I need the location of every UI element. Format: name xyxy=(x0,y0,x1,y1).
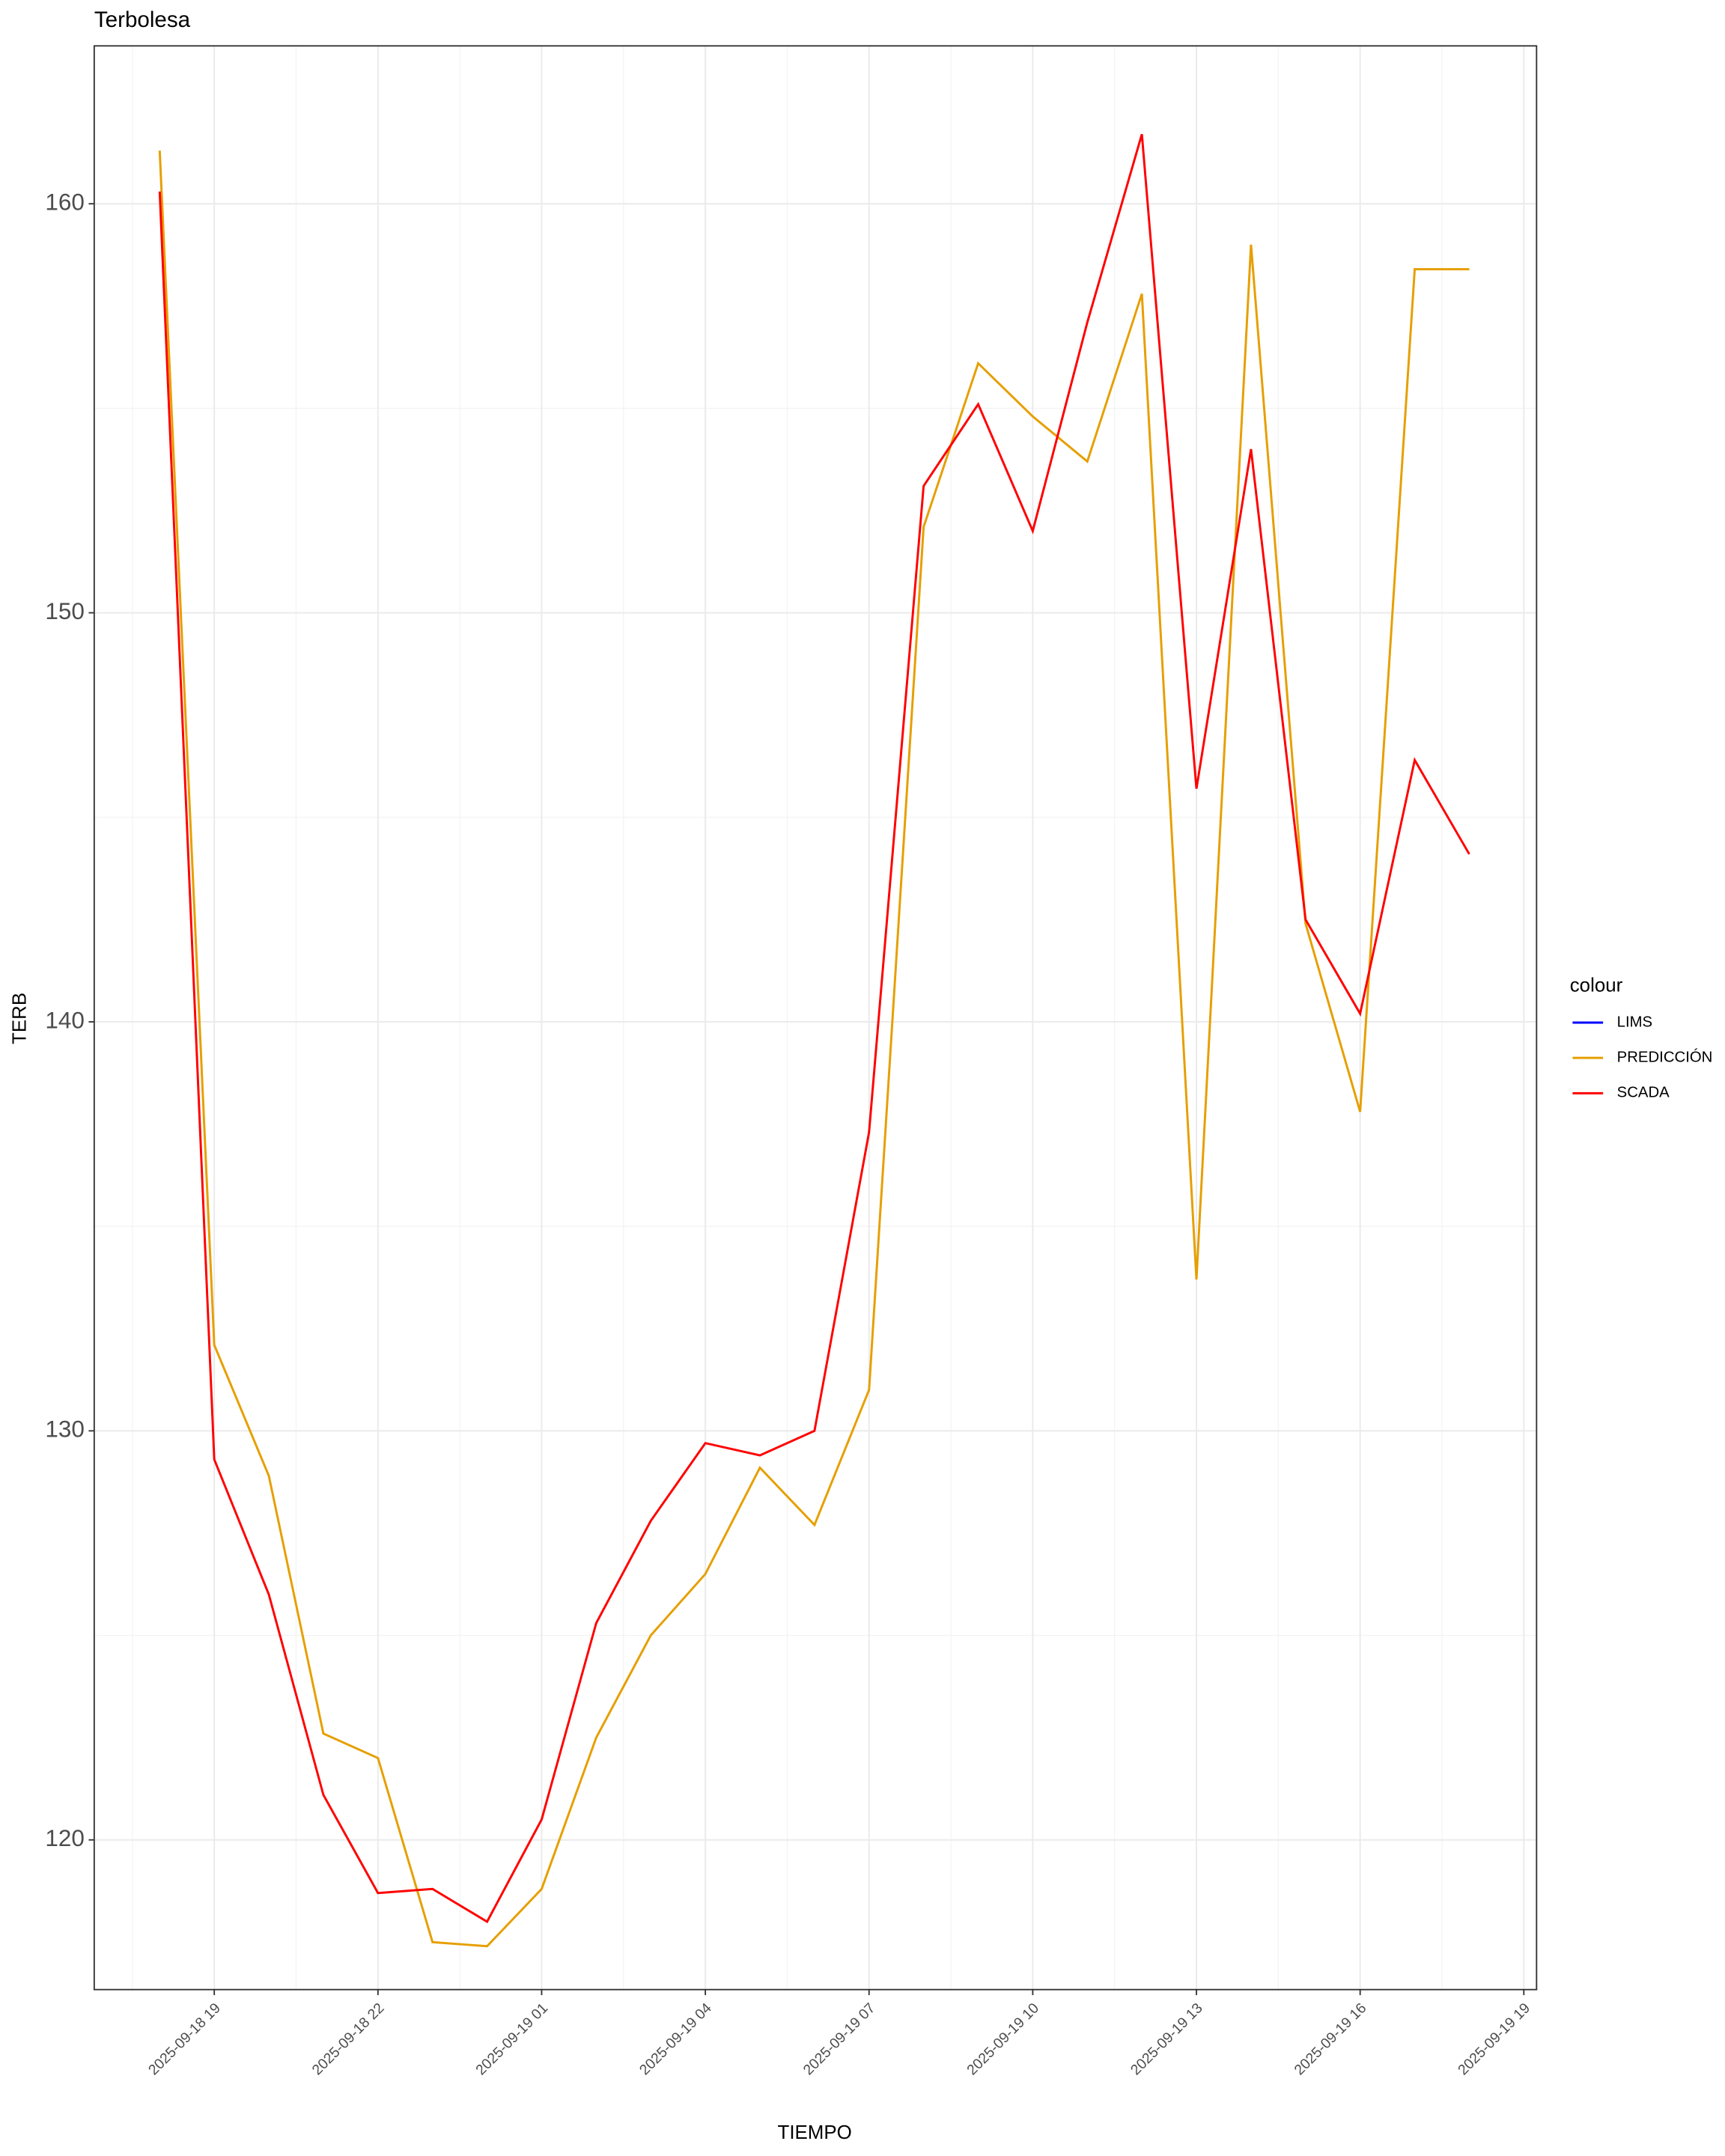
y-tick-label: 140 xyxy=(45,1007,84,1033)
series-line xyxy=(158,150,1470,1948)
x-tick-label: 2025-09-19 16 xyxy=(1291,2000,1369,2079)
y-tick-label: 120 xyxy=(45,1825,84,1851)
x-tick-label: 2025-09-19 04 xyxy=(636,2000,715,2078)
chart-title: Terbolesa xyxy=(94,7,191,32)
legend-label: PREDICCIÓN xyxy=(1617,1049,1713,1066)
x-tick-label: 2025-09-19 13 xyxy=(1128,2000,1206,2079)
y-tick-label: 130 xyxy=(45,1416,84,1443)
x-tick-label: 2025-09-19 10 xyxy=(964,2000,1042,2078)
y-tick-label: 160 xyxy=(45,189,84,216)
grid xyxy=(94,46,1537,1990)
x-tick-label: 2025-09-18 19 xyxy=(145,2000,224,2079)
x-axis-label: TIEMPO xyxy=(778,2122,852,2143)
x-tick-label: 2025-09-18 22 xyxy=(309,2000,388,2079)
panel-border xyxy=(93,45,1538,1991)
legend-title: colour xyxy=(1570,975,1623,996)
series-line xyxy=(158,133,1470,1924)
y-axis-label: TERB xyxy=(10,993,31,1044)
legend-label: SCADA xyxy=(1617,1085,1670,1101)
legend-label: LIMS xyxy=(1617,1014,1652,1030)
y-tick-label: 150 xyxy=(45,598,84,624)
x-tick-label: 2025-09-19 01 xyxy=(472,2000,551,2079)
x-tick-label: 2025-09-19 07 xyxy=(800,2000,879,2079)
x-tick-label: 2025-09-19 19 xyxy=(1455,2000,1533,2079)
